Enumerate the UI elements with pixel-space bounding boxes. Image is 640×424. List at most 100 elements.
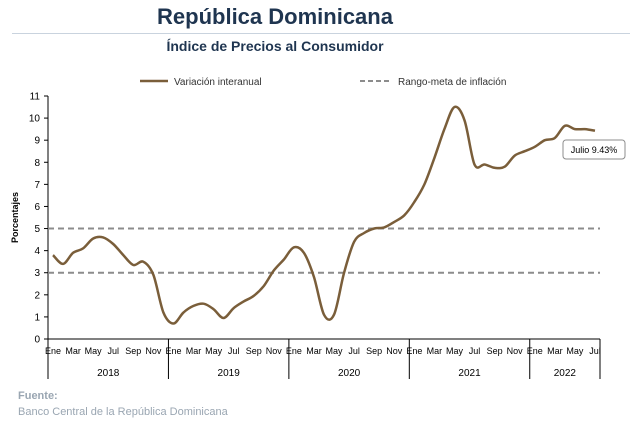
data-point-2018-09	[132, 264, 134, 266]
annotation-text: Julio 9.43%	[571, 145, 618, 155]
x-tick-label: May	[446, 346, 464, 356]
data-point-2018-10	[142, 260, 144, 262]
data-point-2018-03	[72, 252, 74, 254]
x-tick-label: Jul	[107, 346, 119, 356]
inflation-chart: Variación interanual Rango-meta de inflac…	[10, 77, 626, 379]
y-tick-label: 4	[34, 246, 40, 257]
data-point-2019-06	[222, 317, 224, 319]
data-point-2021-08	[483, 163, 485, 165]
x-tick-label: May	[205, 346, 223, 356]
year-label-2022: 2022	[554, 368, 577, 379]
data-point-2020-07	[353, 241, 355, 243]
year-label-2019: 2019	[218, 368, 241, 379]
data-point-2019-01	[172, 322, 174, 324]
x-tick-label: Ene	[286, 346, 302, 356]
x-tick-label: Nov	[386, 346, 403, 356]
data-point-2021-05	[453, 106, 455, 108]
data-point-2021-11	[513, 154, 515, 156]
data-point-2018-02	[62, 263, 64, 265]
data-point-2022-02	[544, 139, 546, 141]
data-point-2019-07	[232, 307, 234, 309]
x-tick-label: Sep	[125, 346, 141, 356]
x-tick-label: Mar	[186, 346, 202, 356]
data-point-2020-08	[363, 232, 365, 234]
y-axis: 0 1 2 3 4 5 6 7 8 9 10 11 Porcentajes	[10, 92, 49, 346]
data-point-2022-04	[564, 125, 566, 127]
data-point-2021-01	[413, 201, 415, 203]
x-tick-label: Jul	[469, 346, 481, 356]
year-label-2018: 2018	[97, 368, 120, 379]
target-range	[48, 227, 600, 274]
data-point-2019-08	[243, 300, 245, 302]
data-point-2021-02	[423, 183, 425, 185]
chart-subtitle: Índice de Precios al Consumidor	[166, 38, 384, 54]
x-tick-label: Sep	[246, 346, 262, 356]
data-point-2021-04	[443, 128, 445, 130]
data-point-2020-12	[403, 214, 405, 216]
x-tick-label: Sep	[487, 346, 503, 356]
data-point-2021-12	[524, 150, 526, 152]
source-label: Fuente:	[18, 390, 58, 402]
legend: Variación interanual Rango-meta de inflac…	[140, 77, 506, 88]
y-tick-label: 10	[29, 114, 41, 125]
data-point-2019-05	[212, 308, 214, 310]
data-point-2022-03	[554, 137, 556, 139]
y-tick-label: 8	[34, 158, 40, 169]
data-point-2018-01	[52, 254, 54, 256]
data-point-2022-06	[584, 128, 586, 130]
data-point-2018-04	[82, 247, 84, 249]
x-tick-label: Nov	[145, 346, 162, 356]
data-point-2020-04	[323, 314, 325, 316]
x-tick-label: Sep	[366, 346, 382, 356]
year-label-2020: 2020	[338, 368, 361, 379]
x-tick-label: Jul	[228, 346, 240, 356]
source-text: Banco Central de la República Dominicana	[18, 406, 228, 418]
data-point-2020-09	[373, 227, 375, 229]
data-point-2020-03	[313, 276, 315, 278]
x-tick-label: Mar	[306, 346, 322, 356]
y-tick-label: 0	[34, 335, 40, 346]
x-tick-label: Ene	[406, 346, 422, 356]
x-tick-label: Mar	[547, 346, 563, 356]
annotation-box	[562, 139, 626, 160]
data-point-2020-10	[383, 226, 385, 228]
x-tick-label: Nov	[266, 346, 283, 356]
x-tick-label: Mar	[65, 346, 81, 356]
data-point-2021-03	[433, 157, 435, 159]
x-tick-label: Ene	[45, 346, 61, 356]
y-tick-label: 9	[34, 136, 40, 147]
data-point-2021-09	[493, 167, 495, 169]
data-point-2019-10	[263, 285, 265, 287]
x-tick-label: Nov	[507, 346, 524, 356]
data-point-2018-11	[152, 274, 154, 276]
data-point-2018-05	[92, 237, 94, 239]
data-point-2019-04	[202, 302, 204, 304]
y-tick-label: 6	[34, 202, 40, 213]
y-tick-label: 5	[34, 224, 40, 235]
x-tick-label: May	[566, 346, 584, 356]
data-point-2021-10	[503, 165, 505, 167]
y-tick-label: 11	[30, 92, 41, 103]
data-point-2019-02	[182, 311, 184, 313]
data-point-2022-01	[534, 146, 536, 148]
x-tick-label: May	[85, 346, 103, 356]
y-tick-label: 3	[34, 268, 40, 279]
legend-label-2: Rango-meta de inflación	[398, 77, 506, 88]
x-tick-label: Ene	[527, 346, 543, 356]
series-line-variacion-interanual	[52, 105, 596, 325]
data-point-2020-02	[303, 252, 305, 254]
x-axis: Ene Mar May Jul Sep Nov Ene Mar May Jul Sep Nov Ene M…	[45, 338, 601, 379]
data-point-2018-08	[122, 254, 124, 256]
data-point-2018-12	[162, 311, 164, 313]
data-point-2019-12	[283, 258, 285, 260]
y-tick-label: 1	[34, 312, 40, 323]
data-point-2018-07	[112, 243, 114, 245]
data-point-2019-09	[253, 295, 255, 297]
data-point-2020-05	[333, 314, 335, 316]
y-tick-label: 7	[34, 180, 40, 191]
y-tick-label: 2	[34, 290, 40, 301]
data-point-2020-11	[393, 221, 395, 223]
data-point-2022-05	[574, 128, 576, 130]
year-label-2021: 2021	[458, 368, 481, 379]
data-point-2020-01	[293, 246, 295, 248]
